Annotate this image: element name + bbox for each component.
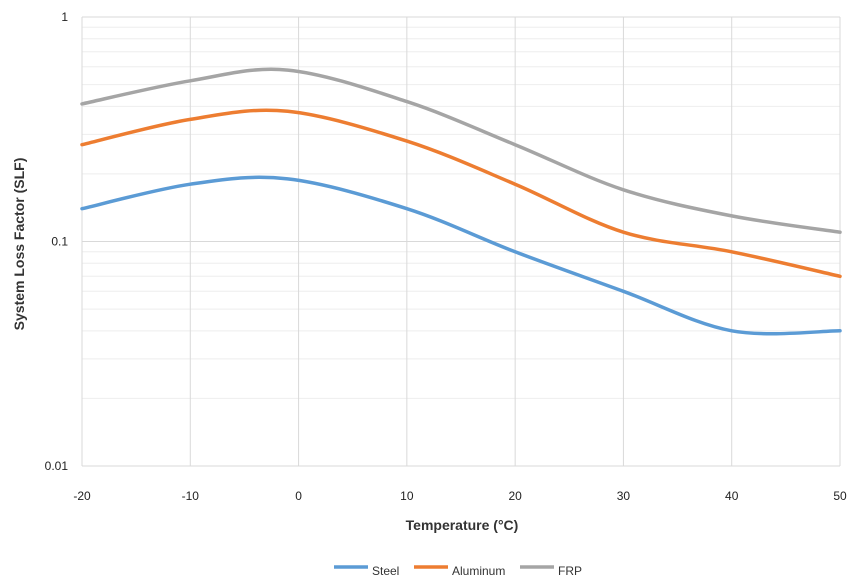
legend: Steel Aluminum FRP	[334, 564, 582, 578]
tick-labels: -20 -10 0 10 20 30 40 50 0.01 0.1 1	[45, 10, 847, 503]
grid	[81, 16, 841, 467]
legend-label-steel: Steel	[372, 564, 399, 578]
x-tick-label: 10	[400, 489, 414, 503]
x-axis-title: Temperature (°C)	[406, 517, 519, 533]
y-axis-title: System Loss Factor (SLF)	[11, 158, 27, 331]
y-tick-label: 0.01	[45, 459, 69, 473]
x-tick-label: 0	[295, 489, 302, 503]
legend-label-aluminum: Aluminum	[452, 564, 505, 578]
x-tick-label: 50	[833, 489, 847, 503]
y-tick-label: 0.1	[51, 235, 68, 249]
x-tick-label: -10	[182, 489, 200, 503]
series-lines	[80, 67, 842, 336]
x-tick-label: -20	[73, 489, 91, 503]
x-tick-label: 20	[508, 489, 522, 503]
series-line-aluminum	[80, 108, 842, 279]
series-line-frp	[80, 67, 842, 234]
series-line-steel	[80, 175, 842, 336]
x-tick-label: 40	[725, 489, 739, 503]
x-tick-label: 30	[617, 489, 631, 503]
y-tick-label: 1	[61, 10, 68, 24]
legend-label-frp: FRP	[558, 564, 582, 578]
